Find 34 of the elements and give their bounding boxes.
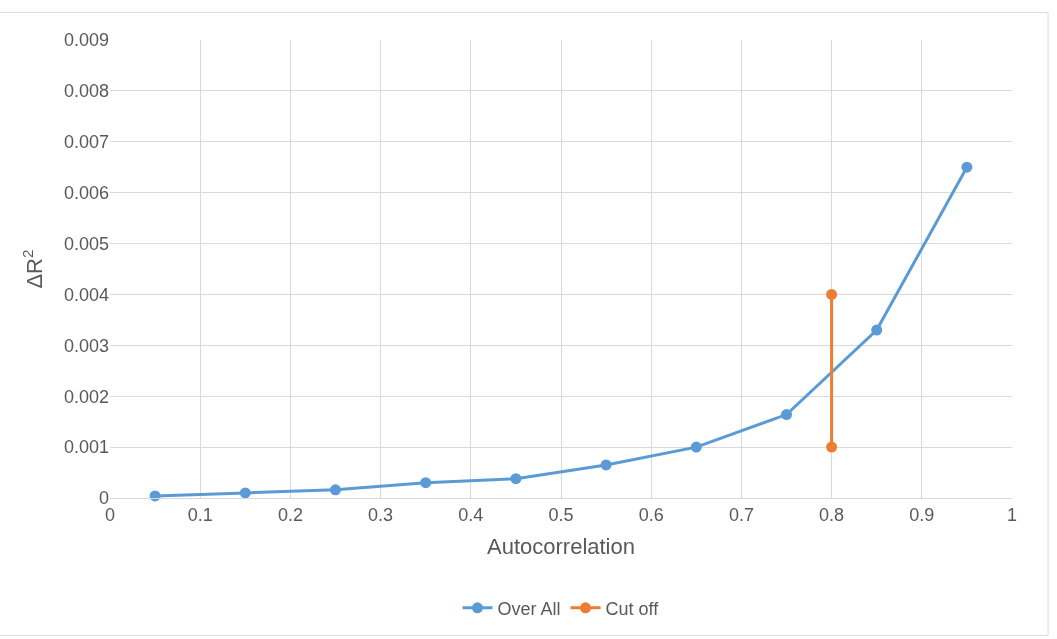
y-tick-label: 0.007 [63, 132, 109, 153]
x-tick-label: 0.1 [187, 504, 213, 525]
y-tick-label: 0.002 [63, 386, 109, 407]
point [781, 409, 792, 421]
x-tick-label: 0.3 [368, 504, 394, 525]
legend-label: Over All [497, 598, 561, 619]
point [871, 324, 883, 336]
x-tick-label: 0.6 [638, 504, 664, 525]
point [510, 473, 522, 485]
point [420, 477, 432, 489]
point [690, 441, 702, 453]
point [826, 288, 838, 300]
x-tick-label: 1 [1006, 504, 1018, 525]
point [239, 487, 251, 499]
x-tick-label: 0.8 [819, 504, 845, 525]
x-tick-label: 0.2 [277, 504, 303, 525]
y-tick-label: 0.001 [63, 437, 109, 458]
x-tick-label: 0.5 [548, 504, 574, 525]
y-tick-label: 0.004 [63, 284, 109, 305]
x-axis-title: Autocorrelation [487, 534, 635, 560]
y-tick-label: 0 [98, 488, 109, 509]
legend-label: Cut off [605, 598, 660, 619]
x-tick-label: 0.9 [909, 504, 935, 525]
x-tick-label: 0.7 [728, 504, 754, 525]
point [826, 441, 838, 453]
y-tick-label: 0.008 [63, 81, 109, 102]
y-tick-label: 0.006 [63, 182, 109, 203]
point [330, 484, 341, 496]
y-tick-label: 0.005 [63, 233, 109, 254]
x-tick-label: 0.4 [458, 504, 484, 525]
y-tick-label: 0.009 [63, 30, 109, 51]
point [600, 459, 612, 471]
point [961, 161, 973, 173]
y-tick-label: 0.003 [63, 335, 109, 356]
